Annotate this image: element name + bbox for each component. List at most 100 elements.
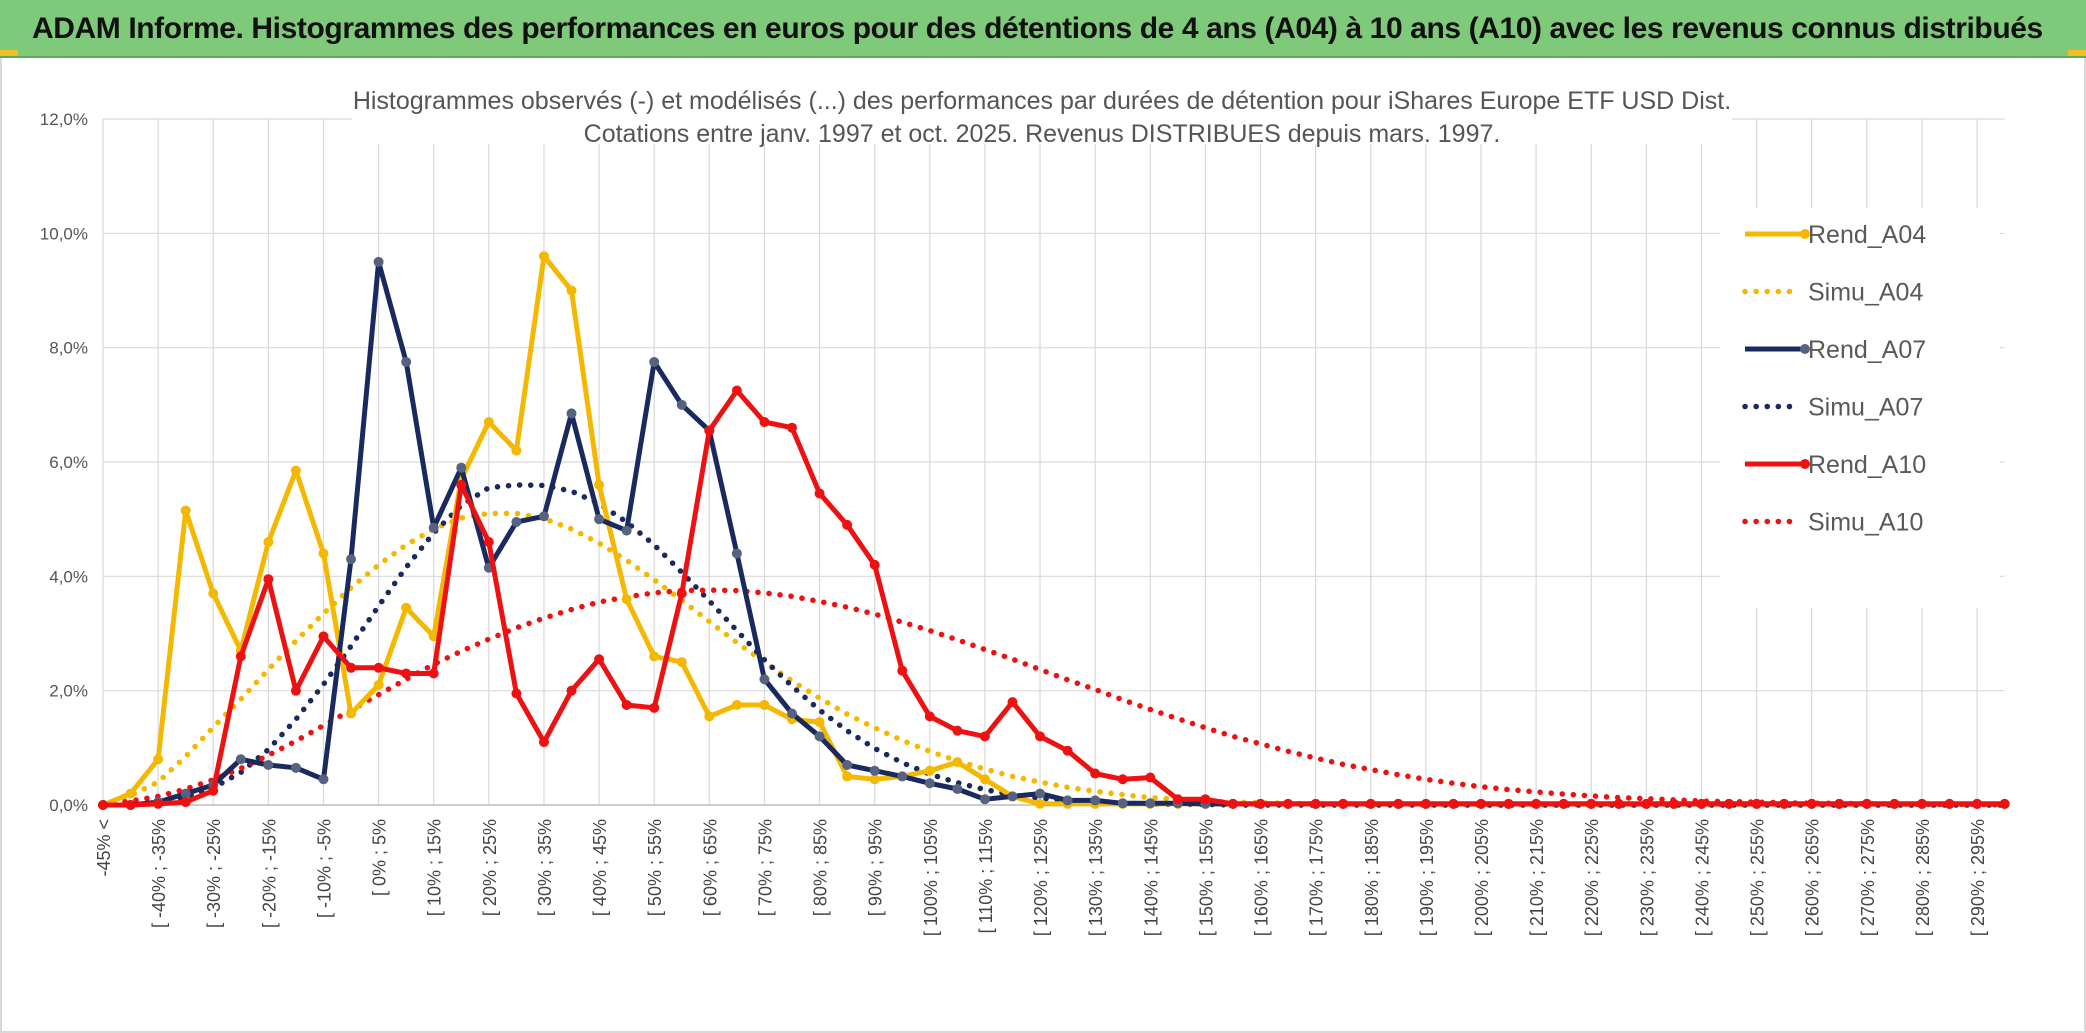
data-point-Rend_A04 <box>759 699 770 710</box>
data-point-Rend_A07 <box>180 788 191 799</box>
data-point-Rend_A10 <box>1861 798 1872 809</box>
series-Simu_A10 <box>100 587 2008 808</box>
x-tick-label: [ 140% ; 145% <box>1141 819 1161 936</box>
data-point-Rend_A07 <box>1062 795 1073 806</box>
data-point-Rend_A04 <box>318 548 329 559</box>
y-tick-label: 4,0% <box>49 567 88 586</box>
data-point-Rend_A10 <box>704 425 715 436</box>
x-tick-label: [ 60% ; 65% <box>700 819 720 916</box>
data-point-Rend_A07 <box>456 462 467 473</box>
data-point-Rend_A10 <box>787 422 797 433</box>
data-point-Rend_A04 <box>869 774 880 785</box>
data-point-Rend_A10 <box>1999 798 2010 809</box>
data-point-Rend_A10 <box>897 665 908 676</box>
data-point-Rend_A10 <box>1972 798 1983 809</box>
data-point-Rend_A10 <box>1613 798 1624 809</box>
x-tick-label: [ 160% ; 165% <box>1252 819 1272 936</box>
x-tick-label: [ 200% ; 205% <box>1472 819 1492 936</box>
series-line-Simu_A07 <box>100 482 2008 808</box>
data-point-Rend_A04 <box>208 588 219 599</box>
data-point-Rend_A04 <box>373 679 384 690</box>
data-point-Rend_A07 <box>952 783 963 794</box>
legend-label: Rend_A04 <box>1808 221 1926 249</box>
data-point-Rend_A10 <box>621 699 632 710</box>
x-axis-ticks: -45% < [ -40% ; -35% [ -30% ; -25% [ -20% ;… <box>94 819 1988 936</box>
data-point-Rend_A07 <box>401 356 412 367</box>
legend-label: Rend_A07 <box>1808 336 1926 364</box>
data-point-Rend_A10 <box>842 519 853 530</box>
x-tick-label: [ 240% ; 245% <box>1692 819 1712 936</box>
data-point-Rend_A10 <box>1751 798 1762 809</box>
data-point-Rend_A07 <box>924 778 935 789</box>
data-point-Rend_A07 <box>1145 798 1156 809</box>
data-point-Rend_A10 <box>676 588 687 599</box>
data-point-Rend_A10 <box>1641 798 1652 809</box>
x-tick-label: [ 0% ; 5% <box>370 819 390 896</box>
data-point-Rend_A10 <box>649 702 660 713</box>
data-point-Rend_A10 <box>1668 798 1679 809</box>
y-tick-label: 0,0% <box>49 796 88 815</box>
legend: Rend_A04 Simu_A04 Rend_A07 Simu_A07 Rend_A10… <box>1742 221 1926 537</box>
data-point-Rend_A07 <box>814 731 825 742</box>
performance-histogram-chart: 0,0% 2,0% 4,0% 6,0% 8,0% 10,0% 12,0% -45% < [ -… <box>40 82 2010 936</box>
x-tick-label: [ 80% ; 85% <box>811 819 831 916</box>
data-point-Rend_A07 <box>263 759 274 770</box>
x-tick-label: [ 170% ; 175% <box>1307 819 1327 936</box>
series-Simu_A07 <box>100 482 2008 808</box>
data-point-Rend_A10 <box>1586 798 1597 809</box>
data-point-Rend_A10 <box>1806 798 1817 809</box>
data-point-Rend_A07 <box>787 708 797 719</box>
data-point-Rend_A10 <box>566 685 577 696</box>
data-point-Rend_A07 <box>621 525 632 536</box>
data-point-Rend_A04 <box>621 594 632 605</box>
series-line-Rend_A10 <box>103 388 2005 808</box>
y-axis-ticks: 0,0% 2,0% 4,0% 6,0% 8,0% 10,0% 12,0% <box>40 110 88 815</box>
x-tick-label: [ 20% ; 25% <box>480 819 500 916</box>
data-point-Rend_A10 <box>1338 798 1349 809</box>
x-tick-label: [ -30% ; -25% <box>204 819 224 928</box>
data-point-Rend_A10 <box>1889 798 1900 809</box>
data-point-Rend_A10 <box>1916 798 1927 809</box>
data-point-Rend_A04 <box>842 771 853 782</box>
data-point-Rend_A10 <box>952 725 963 736</box>
x-tick-label: [ 180% ; 185% <box>1362 819 1382 936</box>
data-point-Rend_A10 <box>1531 798 1542 809</box>
legend-label: Rend_A10 <box>1808 451 1926 479</box>
y-tick-label: 12,0% <box>40 110 88 129</box>
data-point-Rend_A10 <box>869 559 880 570</box>
data-point-Rend_A10 <box>731 385 742 396</box>
data-point-Rend_A07 <box>290 762 301 773</box>
data-point-Rend_A04 <box>346 708 357 719</box>
data-point-Rend_A04 <box>594 479 605 490</box>
x-tick-label: [ 290% ; 295% <box>1968 819 1988 936</box>
y-tick-label: 2,0% <box>49 682 88 701</box>
data-point-Rend_A10 <box>456 479 467 490</box>
data-point-Rend_A04 <box>924 765 935 776</box>
data-point-Rend_A10 <box>290 685 301 696</box>
data-point-Rend_A07 <box>235 754 246 765</box>
data-point-Rend_A10 <box>979 731 990 742</box>
x-tick-label: [ 90% ; 95% <box>866 819 886 916</box>
x-tick-label: [ -40% ; -35% <box>149 819 169 928</box>
data-point-Rend_A10 <box>1503 798 1514 809</box>
x-tick-label: [ 10% ; 15% <box>425 819 445 916</box>
x-tick-label: [ 190% ; 195% <box>1417 819 1437 936</box>
x-tick-label: [ 40% ; 45% <box>590 819 610 916</box>
x-tick-label: [ 70% ; 75% <box>755 819 775 916</box>
data-point-Rend_A07 <box>428 522 439 533</box>
data-point-Rend_A04 <box>401 602 412 613</box>
x-tick-label: [ 120% ; 125% <box>1031 819 1051 936</box>
data-point-Rend_A10 <box>1696 798 1707 809</box>
data-point-Rend_A10 <box>1283 798 1294 809</box>
data-point-Rend_A07 <box>566 408 577 419</box>
data-point-Rend_A10 <box>153 798 164 809</box>
data-point-Rend_A07 <box>731 548 742 559</box>
corner-accent-right <box>2068 50 2086 56</box>
data-point-Rend_A10 <box>428 668 439 679</box>
data-point-Rend_A07 <box>538 511 549 522</box>
data-point-Rend_A07 <box>1117 798 1128 809</box>
data-point-Rend_A10 <box>373 662 384 673</box>
data-point-Rend_A10 <box>1779 798 1790 809</box>
data-point-Rend_A10 <box>1365 798 1376 809</box>
data-point-Rend_A07 <box>511 517 522 528</box>
